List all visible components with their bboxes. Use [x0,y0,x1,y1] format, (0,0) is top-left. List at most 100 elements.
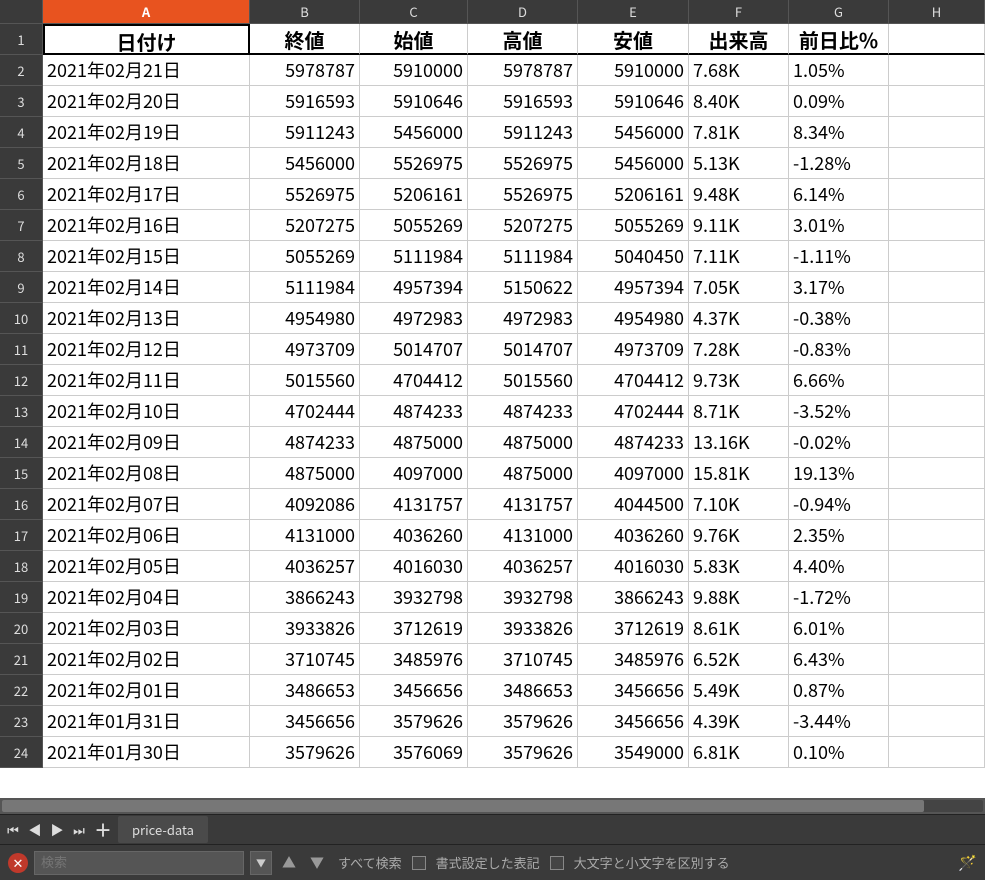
cell[interactable]: 4973709 [578,334,689,365]
cell[interactable]: 2021年02月18日 [43,148,250,179]
row-header[interactable]: 24 [0,737,43,768]
row-header[interactable]: 22 [0,675,43,706]
cell[interactable]: 4957394 [360,272,468,303]
cell[interactable] [889,179,985,210]
cell[interactable]: 19.13% [789,458,889,489]
cell[interactable]: 4131000 [468,520,578,551]
formatted-checkbox[interactable] [412,856,426,870]
column-header-G[interactable]: G [789,0,889,24]
cell[interactable]: 2021年01月30日 [43,737,250,768]
cell[interactable]: 3712619 [578,613,689,644]
cell[interactable]: 8.71K [689,396,789,427]
cell[interactable]: 2021年02月13日 [43,303,250,334]
cell[interactable]: 4704412 [578,365,689,396]
row-header[interactable]: 10 [0,303,43,334]
cell[interactable]: 3866243 [250,582,360,613]
cell[interactable]: 高値 [468,24,578,55]
next-sheet-icon[interactable]: ▶ [50,820,64,839]
cell[interactable]: 2021年02月16日 [43,210,250,241]
cell[interactable]: 4036257 [250,551,360,582]
cell[interactable]: 5911243 [250,117,360,148]
cell[interactable]: 4973709 [250,334,360,365]
cell[interactable]: 3933826 [468,613,578,644]
cell[interactable]: 5207275 [250,210,360,241]
cell[interactable]: 3579626 [468,706,578,737]
cell[interactable]: 3866243 [578,582,689,613]
cell[interactable]: 4875000 [360,427,468,458]
cell[interactable]: 4016030 [578,551,689,582]
matchcase-checkbox[interactable] [550,856,564,870]
cell[interactable]: 5.49K [689,675,789,706]
cell[interactable]: 5014707 [468,334,578,365]
cell[interactable]: 前日比% [789,24,889,55]
cell[interactable]: 4.40% [789,551,889,582]
row-header[interactable]: 23 [0,706,43,737]
cell[interactable]: 15.81K [689,458,789,489]
cell[interactable]: 4874233 [250,427,360,458]
cell[interactable]: 5456000 [578,148,689,179]
cell[interactable]: 2021年02月10日 [43,396,250,427]
column-header-H[interactable]: H [889,0,985,24]
cell[interactable]: -0.94% [789,489,889,520]
cell[interactable]: 2021年02月15日 [43,241,250,272]
cell[interactable]: 5456000 [360,117,468,148]
cell[interactable]: 5040450 [578,241,689,272]
row-header[interactable]: 4 [0,117,43,148]
cell[interactable]: 4874233 [468,396,578,427]
row-header[interactable]: 11 [0,334,43,365]
cell[interactable]: 4972983 [468,303,578,334]
cell[interactable]: 6.52K [689,644,789,675]
cell[interactable]: 5015560 [468,365,578,396]
cell[interactable]: 3933826 [250,613,360,644]
cell[interactable]: 2021年02月02日 [43,644,250,675]
row-header[interactable]: 12 [0,365,43,396]
row-header[interactable]: 15 [0,458,43,489]
row-header[interactable]: 19 [0,582,43,613]
find-all-label[interactable]: すべて検索 [334,853,406,872]
cell[interactable]: 0.10% [789,737,889,768]
cell[interactable]: 4704412 [360,365,468,396]
cell[interactable] [889,489,985,520]
cell[interactable]: 5206161 [578,179,689,210]
cell[interactable]: 4954980 [578,303,689,334]
cell[interactable]: 3485976 [578,644,689,675]
cell[interactable]: 7.81K [689,117,789,148]
cell[interactable] [889,644,985,675]
cell[interactable]: 4957394 [578,272,689,303]
cell[interactable]: 6.01% [789,613,889,644]
wand-icon[interactable]: 🪄 [958,852,977,873]
cell[interactable]: 出来高 [689,24,789,55]
last-sheet-icon[interactable]: ⏭ [72,820,86,839]
cell[interactable]: 5456000 [578,117,689,148]
cell[interactable]: 5207275 [468,210,578,241]
cell[interactable]: 5.13K [689,148,789,179]
column-header-C[interactable]: C [360,0,468,24]
cell[interactable]: 3712619 [360,613,468,644]
cell[interactable]: 8.40K [689,86,789,117]
cell[interactable]: 9.88K [689,582,789,613]
row-header[interactable]: 9 [0,272,43,303]
column-header-D[interactable]: D [468,0,578,24]
row-header[interactable]: 21 [0,644,43,675]
cell[interactable]: 2021年02月17日 [43,179,250,210]
cell[interactable]: 2021年02月04日 [43,582,250,613]
cell[interactable]: 3485976 [360,644,468,675]
cell[interactable] [889,86,985,117]
cell[interactable]: 4036260 [578,520,689,551]
sheet-tab[interactable]: price-data [118,816,208,843]
cell[interactable]: 2021年02月01日 [43,675,250,706]
row-header[interactable]: 13 [0,396,43,427]
cell[interactable]: 0.87% [789,675,889,706]
row-header[interactable]: 20 [0,613,43,644]
cell[interactable]: 5111984 [360,241,468,272]
cell[interactable]: 5.83K [689,551,789,582]
cell[interactable]: 2021年02月05日 [43,551,250,582]
cell[interactable]: 4702444 [578,396,689,427]
cell[interactable]: 6.14% [789,179,889,210]
cell[interactable]: 7.11K [689,241,789,272]
cell[interactable]: 5206161 [360,179,468,210]
row-header[interactable]: 1 [0,24,43,55]
cell[interactable]: 5916593 [468,86,578,117]
prev-sheet-icon[interactable]: ◀ [28,820,42,839]
cell[interactable]: 4036257 [468,551,578,582]
